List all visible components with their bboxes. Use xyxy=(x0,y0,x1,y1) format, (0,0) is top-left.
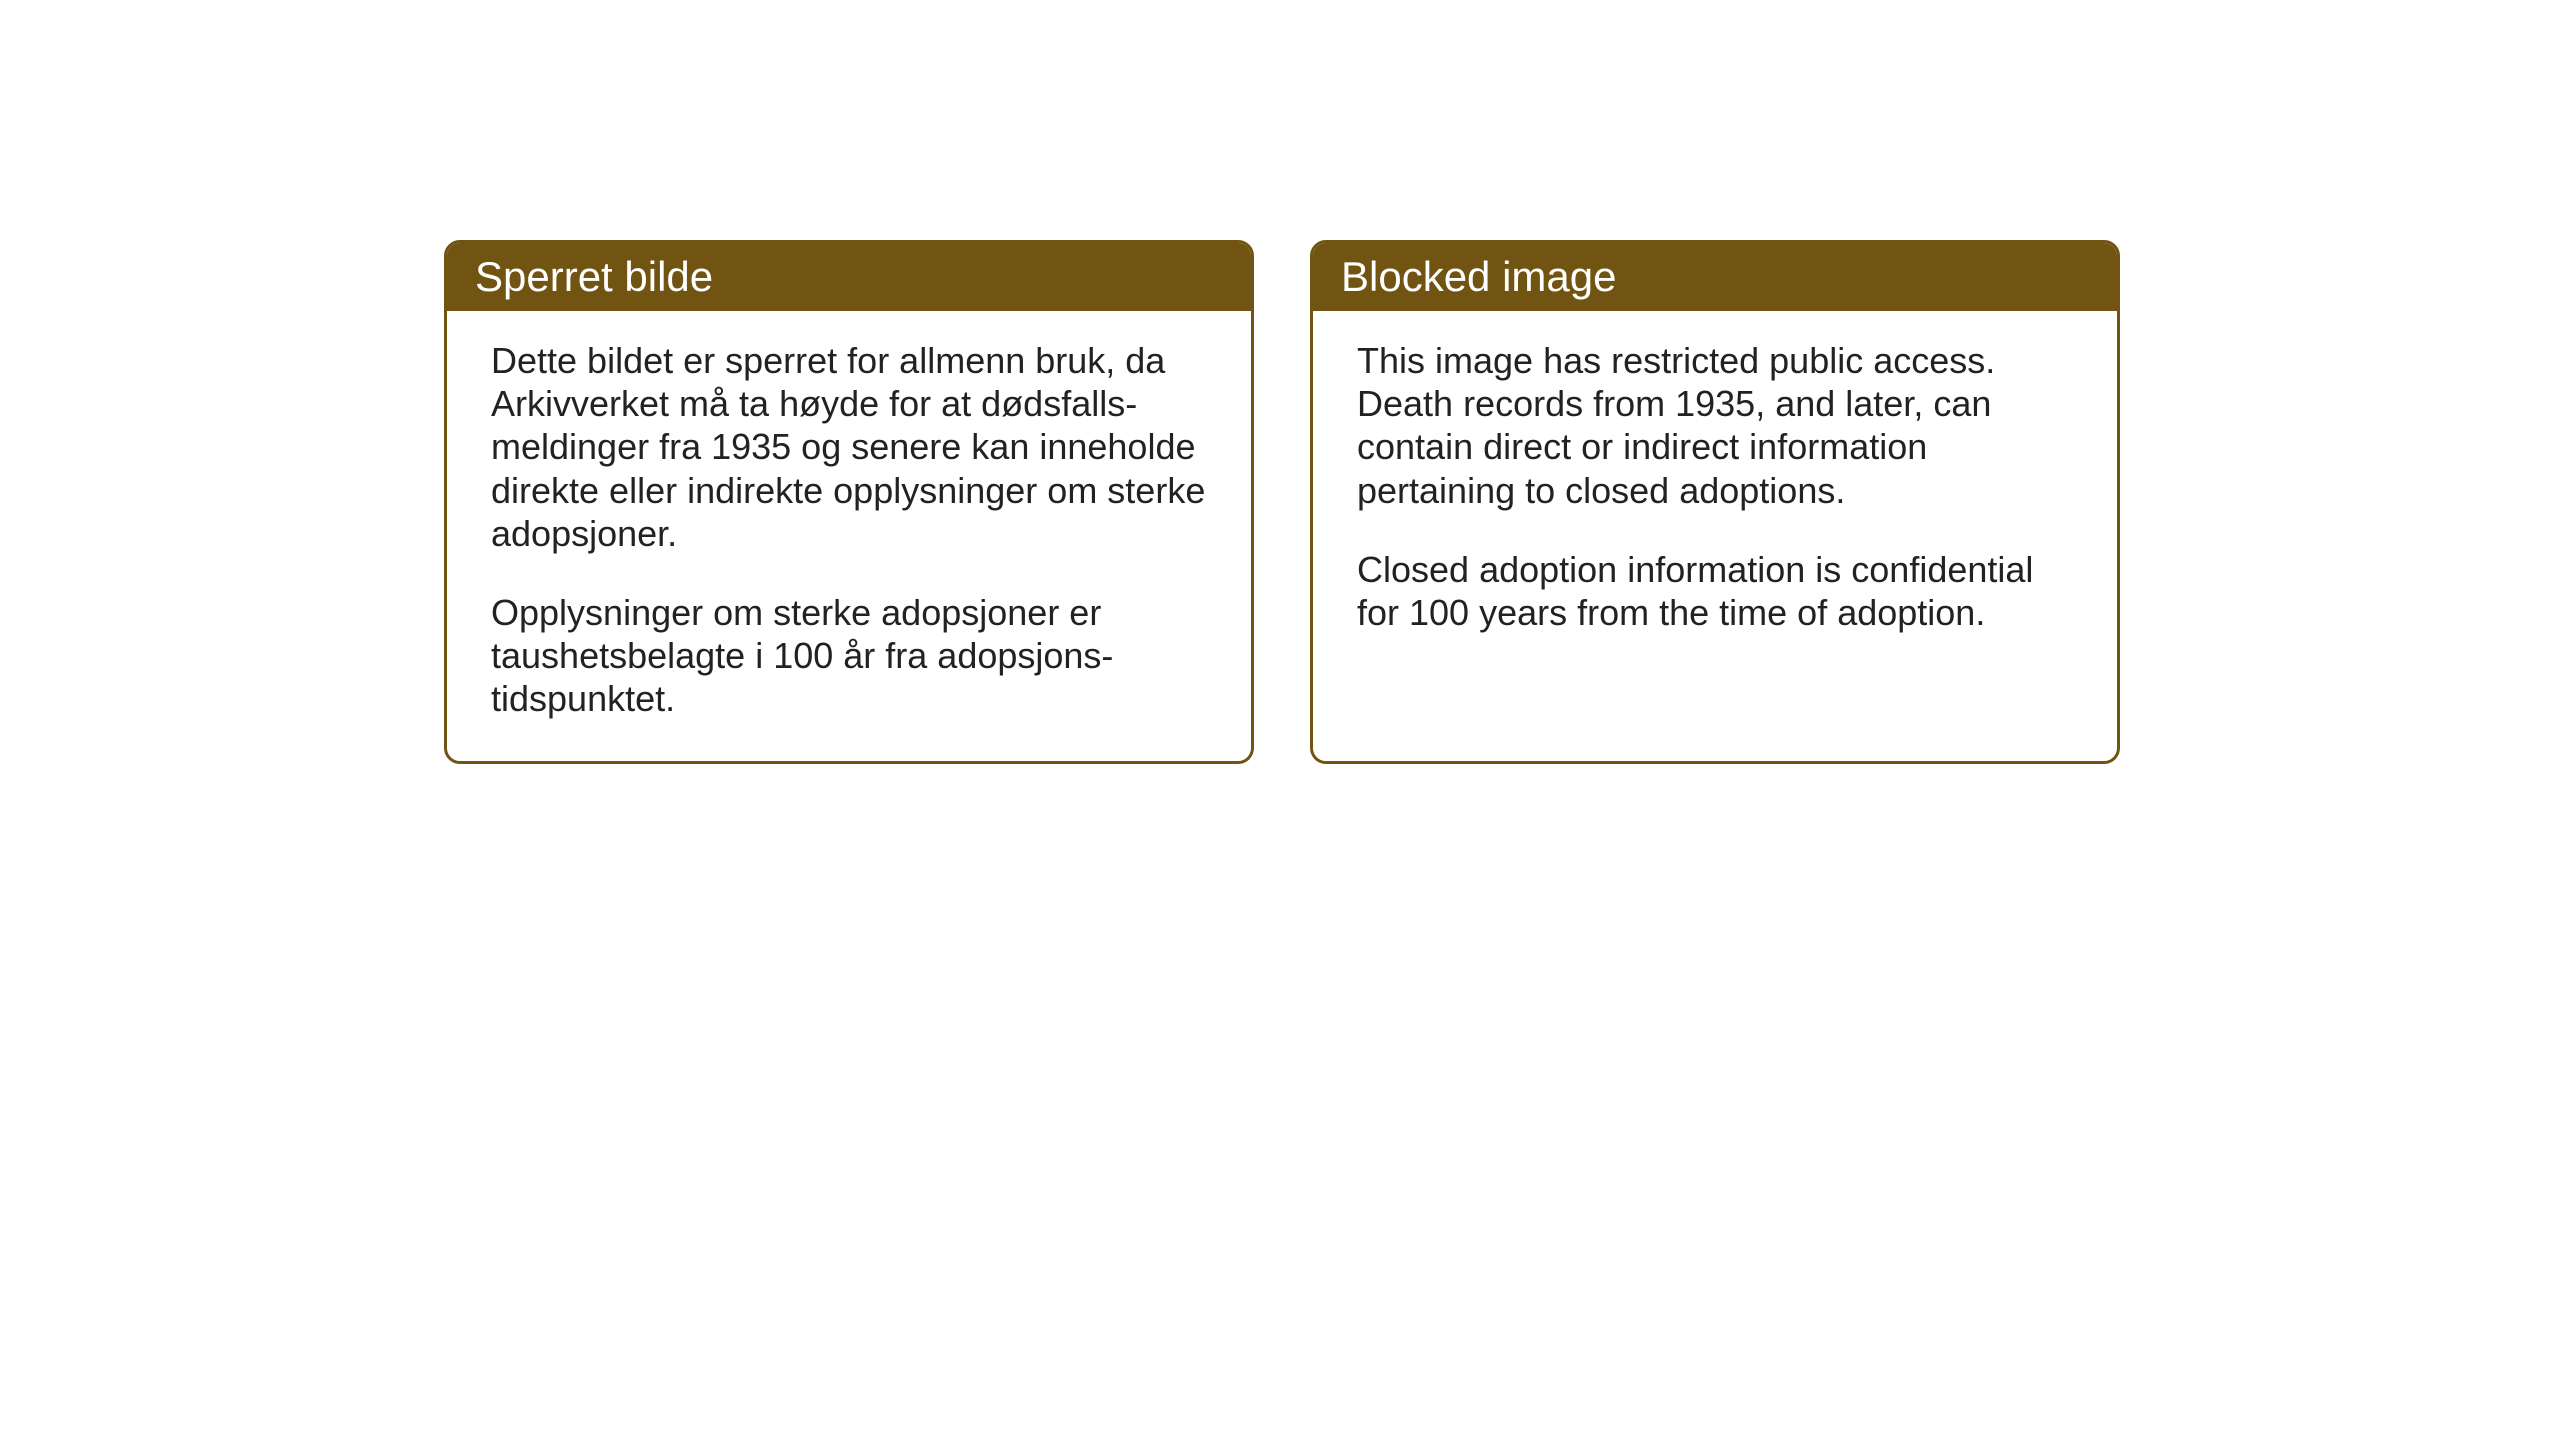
card-body-english: This image has restricted public access.… xyxy=(1313,311,2117,739)
notice-card-english: Blocked image This image has restricted … xyxy=(1310,240,2120,764)
card-header-english: Blocked image xyxy=(1313,243,2117,311)
card-body-norwegian: Dette bildet er sperret for allmenn bruk… xyxy=(447,311,1251,761)
card-paragraph-english-2: Closed adoption information is confident… xyxy=(1357,548,2073,634)
card-title-norwegian: Sperret bilde xyxy=(475,253,713,300)
notice-card-norwegian: Sperret bilde Dette bildet er sperret fo… xyxy=(444,240,1254,764)
card-paragraph-norwegian-1: Dette bildet er sperret for allmenn bruk… xyxy=(491,339,1207,555)
card-paragraph-english-1: This image has restricted public access.… xyxy=(1357,339,2073,512)
notice-container: Sperret bilde Dette bildet er sperret fo… xyxy=(444,240,2120,764)
card-title-english: Blocked image xyxy=(1341,253,1616,300)
card-paragraph-norwegian-2: Opplysninger om sterke adopsjoner er tau… xyxy=(491,591,1207,721)
card-header-norwegian: Sperret bilde xyxy=(447,243,1251,311)
